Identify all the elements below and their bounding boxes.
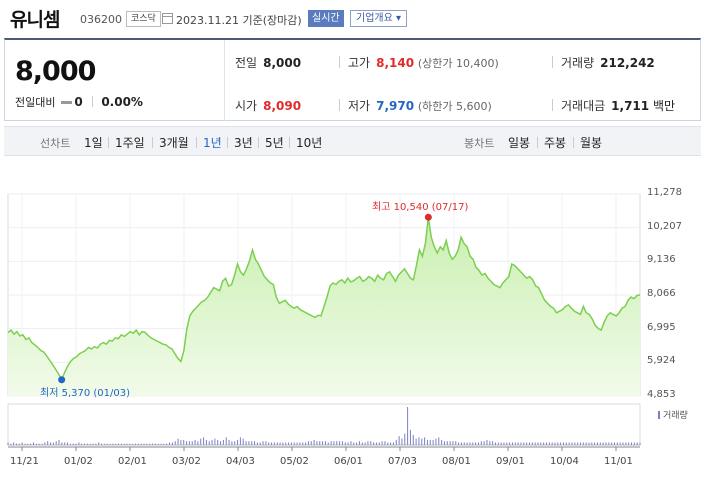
x-tick-label: 05/02 bbox=[280, 456, 309, 467]
chart-svg bbox=[7, 193, 641, 451]
change-value: 0 bbox=[74, 95, 83, 109]
x-tick-label: 02/01 bbox=[118, 456, 147, 467]
y-tick-label: 10,207 bbox=[647, 220, 682, 232]
prev-close: 전일 8,000 bbox=[235, 56, 302, 70]
x-tick-label: 03/02 bbox=[172, 456, 201, 467]
stock-code: 036200 bbox=[80, 13, 122, 26]
stock-name: 유니셈 bbox=[10, 9, 60, 31]
day-low: 저가 7,970 (하한가 5,600) bbox=[348, 99, 492, 113]
current-price: 8,000 bbox=[15, 56, 96, 87]
x-tick-label: 11/21 bbox=[10, 456, 39, 467]
x-tick-label: 06/01 bbox=[334, 456, 363, 467]
y-tick-label: 11,278 bbox=[647, 187, 682, 198]
stock-header: 유니셈 036200 코스닥 2023.11.21 기준(장마감) 실시간 기업… bbox=[0, 0, 705, 38]
volume-frame bbox=[7, 403, 641, 446]
open-price: 시가 8,090 bbox=[235, 99, 302, 113]
change-label: 전일대비 bbox=[15, 96, 56, 109]
tab-daily[interactable]: 일봉 bbox=[508, 136, 531, 150]
line-chart-label: 선차트 bbox=[40, 137, 71, 150]
x-tick-label: 01/02 bbox=[64, 456, 93, 467]
x-tick-label: 11/01 bbox=[604, 456, 633, 467]
tab-3y[interactable]: 3년 bbox=[234, 136, 253, 150]
x-tick-label: 07/03 bbox=[388, 456, 417, 467]
change-row: 전일대비 0 0.00% bbox=[15, 94, 143, 110]
turnover: 거래대금 1,711 백만 bbox=[561, 99, 676, 113]
y-tick-label: 6,995 bbox=[647, 321, 676, 333]
x-tick-label: 09/01 bbox=[496, 456, 525, 467]
calendar-icon bbox=[162, 13, 173, 24]
flat-icon bbox=[61, 101, 73, 104]
market-badge: 코스닥 bbox=[126, 11, 161, 27]
tab-1w[interactable]: 1주일 bbox=[115, 136, 145, 150]
tab-monthly[interactable]: 월봉 bbox=[580, 136, 603, 150]
y-tick-label: 8,066 bbox=[647, 288, 676, 299]
x-tick-label: 08/01 bbox=[442, 456, 471, 467]
base-date: 2023.11.21 기준(장마감) bbox=[176, 14, 302, 27]
tab-3m[interactable]: 3개월 bbox=[159, 136, 189, 150]
change-percent: 0.00% bbox=[101, 95, 143, 109]
x-tick-label: 04/03 bbox=[226, 456, 255, 467]
candle-chart-label: 봉차트 bbox=[464, 137, 495, 150]
company-overview-dropdown[interactable]: 기업개요 ▾ bbox=[350, 10, 407, 27]
max-point bbox=[424, 213, 432, 221]
tab-10y[interactable]: 10년 bbox=[296, 136, 323, 150]
price-chart[interactable]: 11,278 10,207 9,136 8,066 6,995 5,924 4,853 11… bbox=[0, 180, 705, 491]
tab-1d[interactable]: 1일 bbox=[84, 136, 103, 150]
y-tick-label: 4,853 bbox=[647, 389, 676, 400]
tab-weekly[interactable]: 주봉 bbox=[544, 136, 567, 150]
period-tabs: 선차트 1일 1주일 3개월 1년 3년 5년 10년 봉차트 일봉 주봉 월봉 bbox=[4, 126, 701, 156]
day-high: 고가 8,140 (상한가 10,400) bbox=[348, 56, 499, 70]
min-point bbox=[58, 376, 66, 384]
y-tick-label: 5,924 bbox=[647, 355, 676, 367]
max-annotation: 최고 10,540 (07/17) bbox=[372, 202, 469, 213]
realtime-button[interactable]: 실시간 bbox=[308, 10, 344, 27]
x-tick-label: 10/04 bbox=[550, 456, 579, 467]
tab-5y[interactable]: 5년 bbox=[265, 136, 284, 150]
volume-legend: 거래량 bbox=[658, 408, 688, 421]
y-tick-label: 9,136 bbox=[647, 254, 676, 266]
volume: 거래량 212,242 bbox=[561, 56, 655, 70]
min-annotation: 최저 5,370 (01/03) bbox=[40, 388, 131, 399]
tab-1y[interactable]: 1년 bbox=[203, 136, 222, 150]
quote-panel: 8,000 전일대비 0 0.00% 전일 8,000 고가 8,140 (상한가 … bbox=[4, 38, 701, 121]
price-line bbox=[7, 217, 641, 382]
